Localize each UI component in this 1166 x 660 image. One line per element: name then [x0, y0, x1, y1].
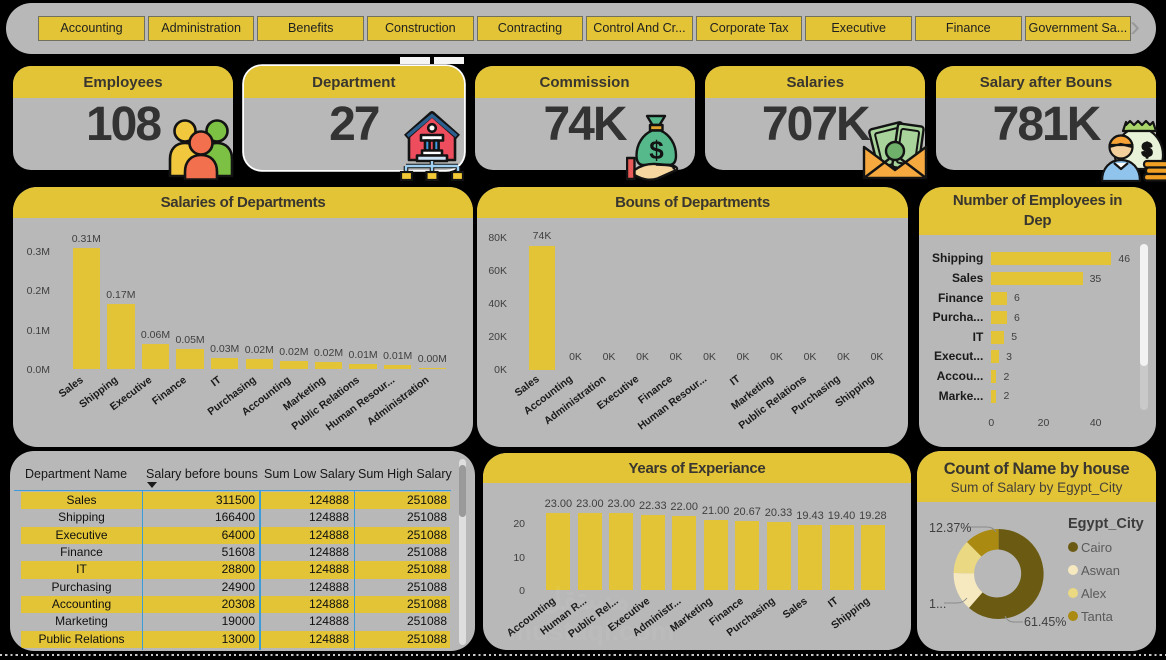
svg-text:$: $: [649, 135, 664, 165]
svg-text:$: $: [1142, 140, 1152, 160]
